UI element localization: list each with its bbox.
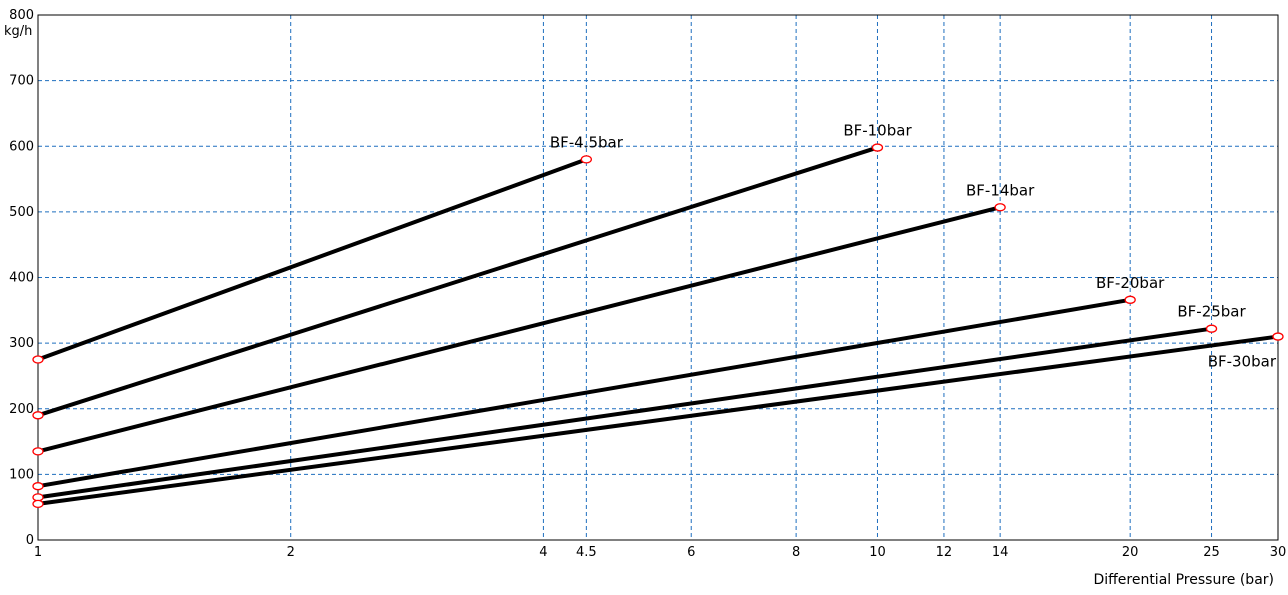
data-point — [32, 411, 44, 420]
x-tick-label: 14 — [992, 545, 1009, 560]
x-tick-label: 25 — [1203, 545, 1220, 560]
grid — [38, 15, 1278, 540]
data-point — [32, 499, 44, 509]
y-tick-label: 0 — [26, 533, 34, 548]
y-tick-label: 600 — [9, 139, 34, 154]
x-tick-label: 2 — [287, 545, 295, 560]
series-label: BF-20bar — [1096, 274, 1165, 292]
y-unit-label: kg/h — [4, 24, 32, 39]
series-line — [36, 157, 589, 362]
x-tick-label: 10 — [869, 545, 886, 560]
series-label: BF-10bar — [843, 122, 912, 140]
x-tick-label: 20 — [1122, 545, 1139, 560]
data-point — [32, 355, 44, 364]
series-label: BF-30bar — [1208, 353, 1277, 371]
y-tick-label: 800 — [9, 8, 34, 23]
y-tick-label: 300 — [9, 336, 34, 351]
data-point — [871, 143, 884, 152]
x-tick-label: 12 — [936, 545, 953, 560]
x-tick-label: 1 — [34, 545, 42, 560]
series-BF-20bar: BF-20bar — [32, 274, 1165, 491]
plot-frame — [37, 14, 1279, 541]
x-tick-label: 6 — [687, 545, 695, 560]
y-tick-labels: 0 100 200 300 400 500 600 700 800 — [9, 8, 34, 548]
x-tick-label: 8 — [792, 545, 800, 560]
x-tick-labels: 1 2 4 4.5 6 8 10 12 14 20 25 30 — [34, 545, 1286, 560]
x-tick-label: 4 — [539, 545, 547, 560]
series-line — [36, 205, 1003, 454]
y-tick-label: 100 — [9, 467, 34, 482]
y-tick-label: 400 — [9, 271, 34, 286]
series-line — [36, 297, 1133, 489]
data-point — [994, 203, 1006, 212]
series-BF-4.5bar: BF-4.5bar — [32, 133, 624, 364]
data-point — [1272, 332, 1284, 341]
series-BF-25bar: BF-25bar — [32, 303, 1247, 502]
series-BF-30bar: BF-30bar — [32, 332, 1284, 509]
series-line — [36, 326, 1214, 500]
x-tick-label: 30 — [1270, 545, 1287, 560]
y-tick-label: 200 — [9, 402, 34, 417]
data-point — [1124, 295, 1136, 304]
y-tick-label: 500 — [9, 205, 34, 220]
series-label: BF-14bar — [966, 181, 1035, 199]
series-line — [36, 334, 1280, 506]
y-tick-label: 700 — [9, 74, 34, 89]
x-tick-label: 4.5 — [576, 545, 597, 560]
series-line — [36, 145, 880, 418]
data-point — [1205, 324, 1218, 333]
series-label: BF-4.5bar — [550, 133, 624, 151]
series-group: BF-4.5bar BF-10bar BF-14bar BF-20bar BF-25ba… — [32, 122, 1284, 509]
data-point — [32, 447, 44, 456]
series-BF-10bar: BF-10bar — [32, 122, 912, 420]
data-point — [32, 482, 44, 491]
data-point — [580, 155, 593, 164]
series-label: BF-25bar — [1177, 303, 1246, 321]
x-axis-label: Differential Pressure (bar) — [1093, 572, 1274, 588]
series-BF-14bar: BF-14bar — [32, 181, 1035, 456]
